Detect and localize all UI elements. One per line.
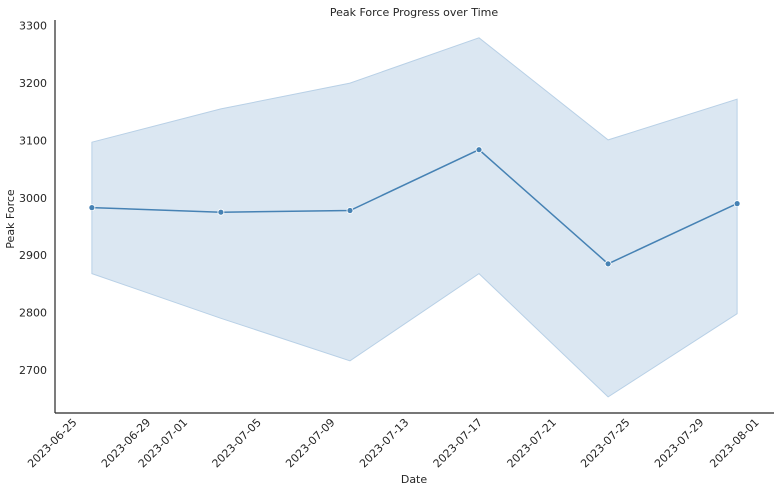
y-tick-label: 3200 (19, 77, 47, 90)
data-point (604, 260, 612, 268)
x-tick-label: 2023-07-29 (652, 416, 706, 470)
y-tick-label: 3300 (19, 20, 47, 33)
x-tick-label: 2023-07-09 (283, 416, 337, 470)
data-point (733, 200, 741, 208)
x-tick-label: 2023-07-17 (431, 416, 485, 470)
chart-title: Peak Force Progress over Time (330, 6, 498, 19)
y-tick-labels: 2700 2800 2900 3000 3100 3200 3300 (19, 20, 47, 377)
data-point (346, 207, 354, 214)
series-line (91, 148, 738, 265)
x-tick-label: 2023-07-25 (578, 416, 632, 470)
x-tick-label: 2023-07-05 (210, 416, 264, 470)
x-axis-label: Date (401, 473, 428, 486)
x-tick-label: 2023-07-13 (357, 416, 411, 470)
y-tick-label: 3100 (19, 134, 47, 147)
x-tick-label: 2023-08-01 (707, 416, 761, 470)
x-tick-label: 2023-06-25 (25, 416, 79, 470)
y-tick-label: 2700 (19, 364, 47, 377)
y-tick-label: 2800 (19, 307, 47, 320)
data-point (475, 146, 483, 154)
confidence-band (91, 37, 738, 398)
x-tick-label: 2023-07-21 (505, 416, 559, 470)
plot-area (88, 37, 741, 398)
y-axis-label: Peak Force (4, 189, 17, 249)
data-point (217, 208, 225, 216)
y-tick-label: 2900 (19, 249, 47, 262)
data-point (88, 204, 96, 212)
y-tick-label: 3000 (19, 192, 47, 205)
